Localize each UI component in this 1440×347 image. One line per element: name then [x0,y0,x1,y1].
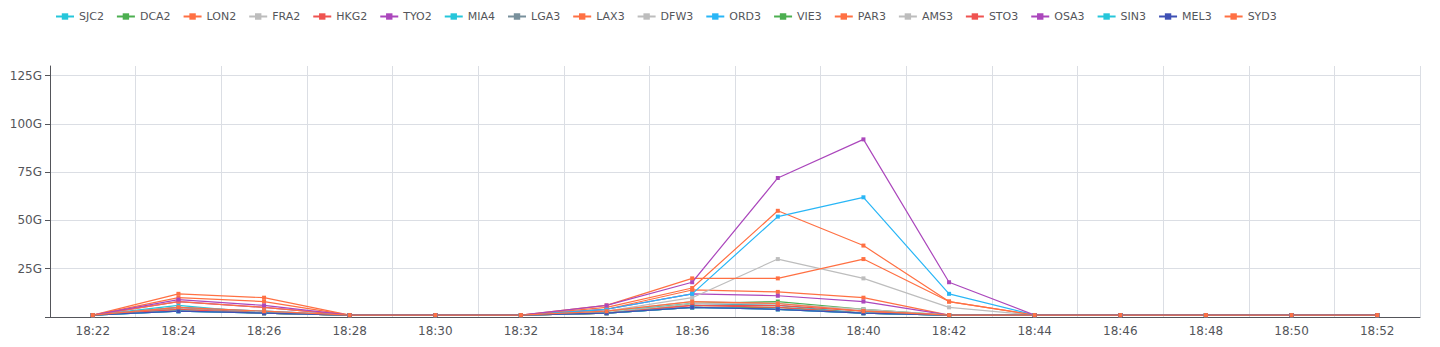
svg-text:18:32: 18:32 [504,324,539,338]
svg-text:MEL3: MEL3 [1182,10,1212,23]
svg-text:18:34: 18:34 [589,324,624,338]
svg-text:LGA3: LGA3 [531,10,560,23]
svg-text:100G: 100G [10,117,42,131]
svg-text:TYO2: TYO2 [402,10,432,23]
svg-text:18:40: 18:40 [846,324,881,338]
svg-text:DCA2: DCA2 [140,10,171,23]
svg-text:18:22: 18:22 [76,324,111,338]
svg-text:18:50: 18:50 [1274,324,1309,338]
svg-text:18:42: 18:42 [932,324,967,338]
svg-text:ORD3: ORD3 [729,10,761,23]
svg-text:18:52: 18:52 [1360,324,1395,338]
svg-text:DFW3: DFW3 [661,10,694,23]
svg-text:75G: 75G [17,165,42,179]
svg-text:PAR3: PAR3 [858,10,886,23]
svg-text:125G: 125G [10,69,42,83]
svg-text:MIA4: MIA4 [468,10,495,23]
svg-text:FRA2: FRA2 [272,10,300,23]
svg-text:18:26: 18:26 [247,324,282,338]
svg-text:HKG2: HKG2 [336,10,367,23]
svg-text:18:28: 18:28 [332,324,367,338]
svg-text:SYD3: SYD3 [1248,10,1277,23]
svg-text:18:24: 18:24 [161,324,196,338]
svg-text:LAX3: LAX3 [596,10,624,23]
svg-text:25G: 25G [17,262,42,276]
svg-text:18:36: 18:36 [675,324,710,338]
svg-text:AMS3: AMS3 [922,10,953,23]
svg-text:STO3: STO3 [989,10,1018,23]
svg-text:18:48: 18:48 [1189,324,1224,338]
svg-text:18:44: 18:44 [1017,324,1052,338]
svg-text:LON2: LON2 [207,10,237,23]
svg-text:50G: 50G [17,213,42,227]
svg-text:OSA3: OSA3 [1054,10,1084,23]
svg-text:VIE3: VIE3 [797,10,822,23]
svg-text:SJC2: SJC2 [79,10,104,23]
svg-text:18:46: 18:46 [1103,324,1138,338]
svg-text:18:30: 18:30 [418,324,453,338]
svg-text:18:38: 18:38 [761,324,796,338]
svg-text:SIN3: SIN3 [1121,10,1146,23]
